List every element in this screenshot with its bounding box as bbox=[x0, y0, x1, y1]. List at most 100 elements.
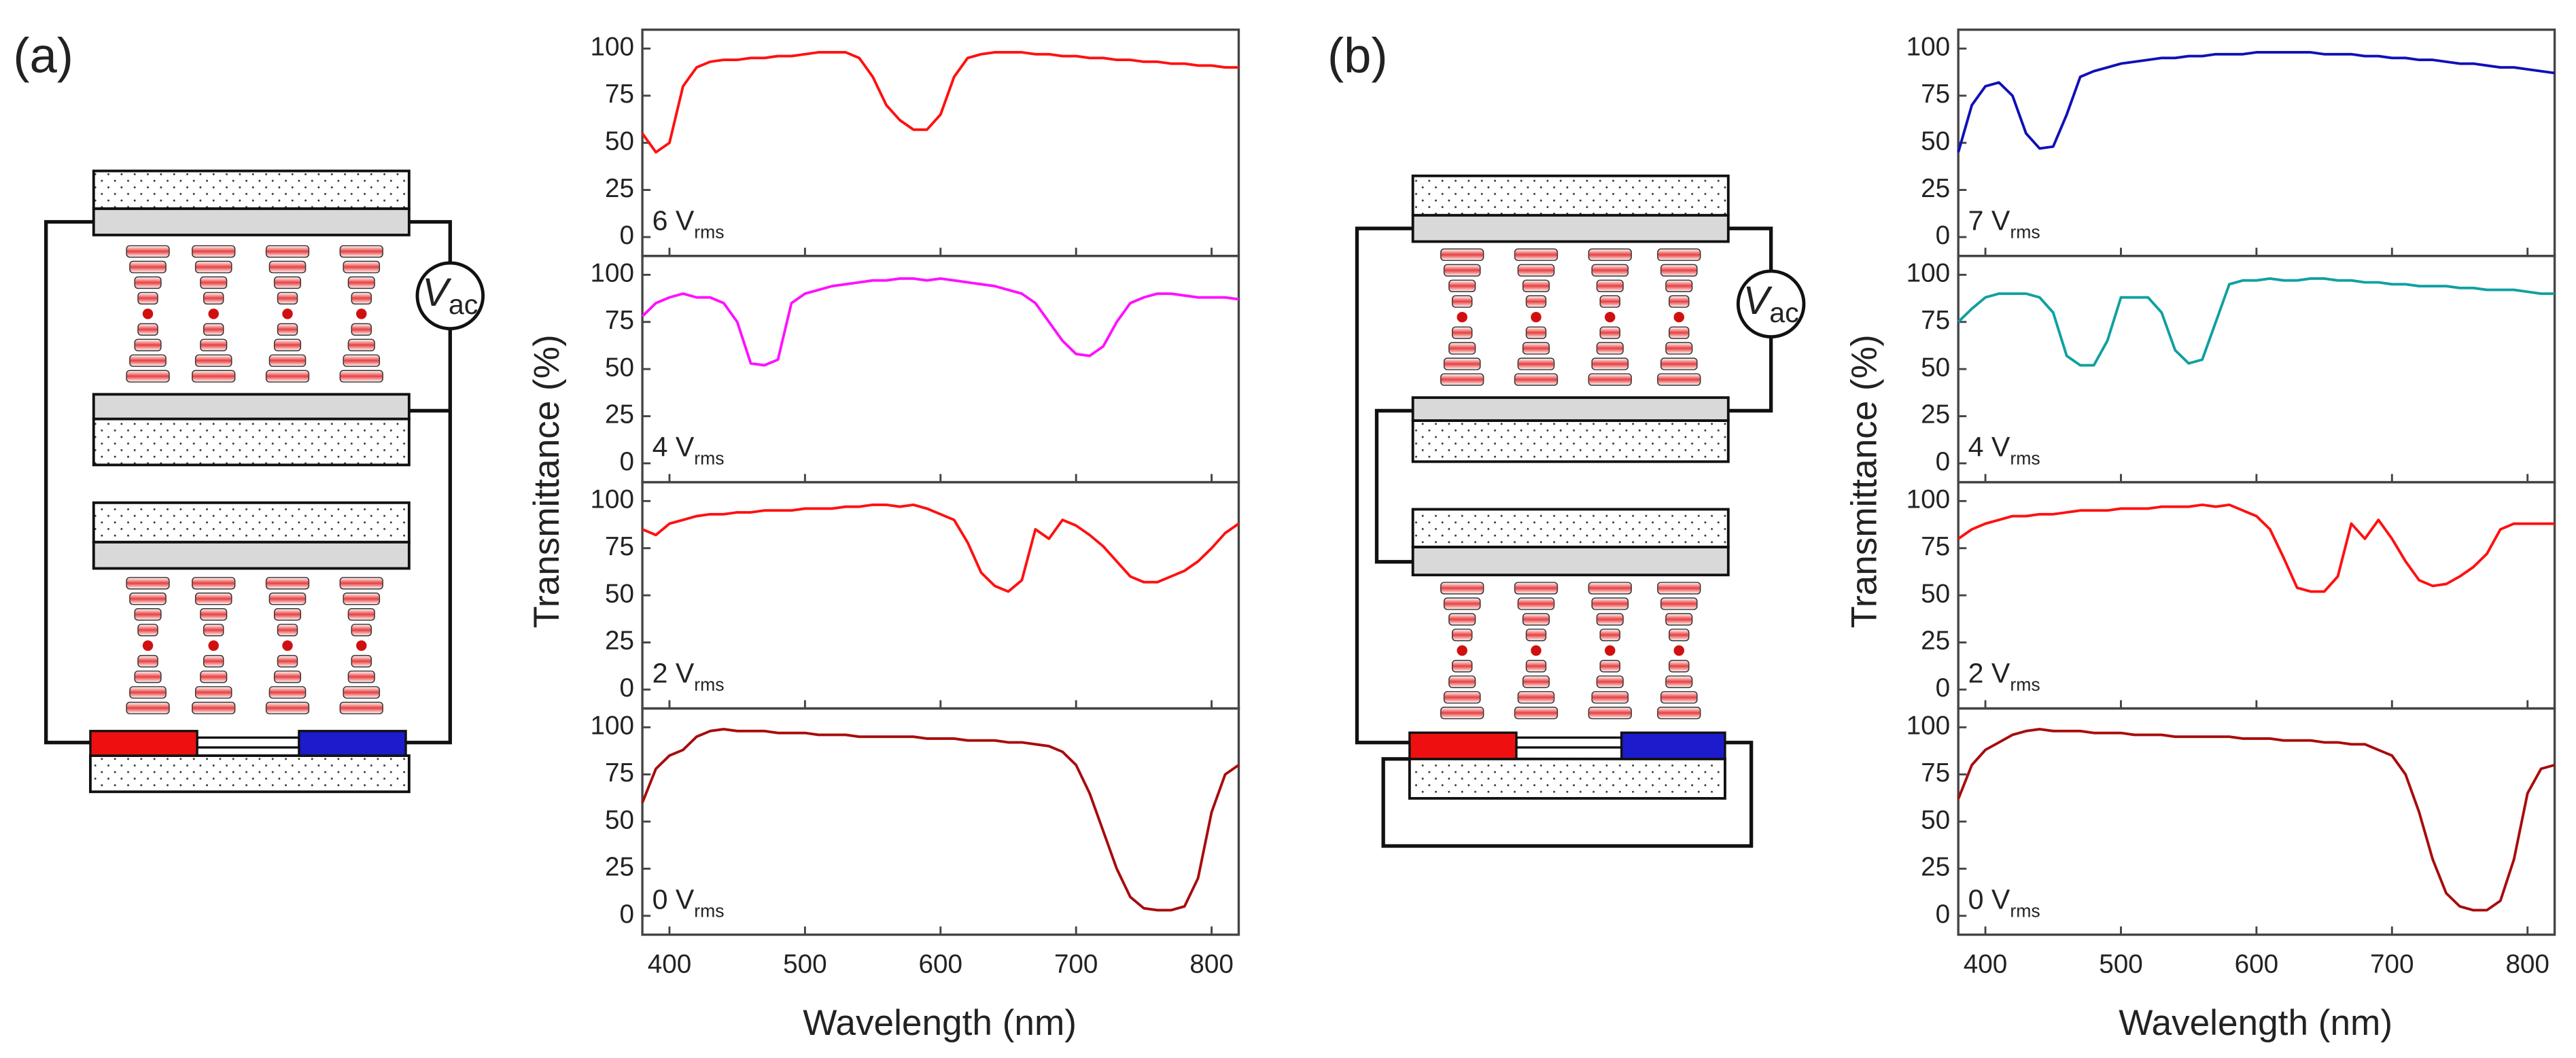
lc-dot bbox=[1673, 645, 1685, 656]
spectrum-line bbox=[641, 277, 1239, 367]
y-tick-label: 0 bbox=[1936, 673, 1951, 703]
lc-molecule bbox=[1443, 357, 1481, 370]
y-tick-label: 0 bbox=[1936, 221, 1951, 250]
electrode-layer bbox=[1411, 546, 1730, 577]
lc-dot bbox=[282, 640, 293, 651]
lc-molecule bbox=[203, 623, 224, 637]
lc-molecule bbox=[339, 577, 383, 590]
lc-molecule bbox=[268, 593, 307, 605]
lc-molecule bbox=[1669, 660, 1690, 673]
lc-dot bbox=[282, 308, 293, 319]
y-tick-label: 75 bbox=[1921, 306, 1950, 335]
lc-molecule bbox=[1657, 373, 1701, 386]
lc-molecule bbox=[273, 338, 302, 351]
lc-molecule bbox=[126, 701, 170, 715]
blue-electrode bbox=[298, 730, 407, 757]
lc-molecule bbox=[1522, 342, 1550, 355]
wire bbox=[406, 328, 452, 745]
wire bbox=[1355, 226, 1413, 745]
glass-substrate bbox=[1411, 508, 1730, 549]
lc-dot bbox=[356, 640, 367, 651]
plot-frame bbox=[641, 29, 1240, 258]
voltage-subscript: rms bbox=[694, 901, 724, 921]
y-tick-label: 0 bbox=[1936, 447, 1951, 476]
lc-molecule bbox=[129, 686, 167, 699]
lc-molecule bbox=[268, 354, 307, 367]
voltage-source bbox=[415, 261, 485, 331]
plot-frame bbox=[641, 707, 1240, 936]
red-electrode bbox=[1408, 731, 1518, 760]
lc-dot bbox=[1457, 645, 1467, 656]
lc-molecule bbox=[265, 701, 310, 715]
voltage-value: 2 V bbox=[652, 657, 695, 688]
y-tick-label: 0 bbox=[619, 900, 634, 929]
voltage-subscript: rms bbox=[694, 448, 724, 469]
source-symbol: V bbox=[422, 270, 452, 315]
panel-label: (a) bbox=[13, 29, 73, 84]
y-tick-label: 25 bbox=[605, 853, 634, 882]
source-subscript: ac bbox=[449, 289, 478, 320]
lc-dot bbox=[1457, 311, 1467, 323]
lc-molecule bbox=[200, 608, 228, 621]
lc-molecule bbox=[134, 670, 162, 684]
voltage-source bbox=[1736, 269, 1806, 339]
wire bbox=[1728, 336, 1773, 413]
y-tick-label: 75 bbox=[605, 306, 634, 335]
electrode-layer bbox=[92, 540, 411, 570]
lc-molecule bbox=[343, 593, 381, 605]
x-tick-label: 400 bbox=[648, 950, 692, 979]
lc-molecule bbox=[1596, 675, 1624, 688]
lc-molecule bbox=[347, 276, 375, 289]
voltage-annotation: 4 Vrms bbox=[652, 431, 725, 469]
lc-molecule bbox=[1588, 707, 1632, 720]
lc-molecule bbox=[1660, 597, 1698, 610]
glass-substrate bbox=[89, 754, 411, 794]
lc-molecule bbox=[265, 370, 310, 383]
glass-substrate bbox=[1411, 419, 1730, 463]
wire bbox=[44, 219, 94, 745]
y-axis-label: Transmittance (%) bbox=[527, 334, 567, 628]
voltage-annotation: 6 Vrms bbox=[652, 205, 725, 243]
panel-label: (b) bbox=[1327, 29, 1388, 84]
y-tick-label: 75 bbox=[1921, 758, 1950, 788]
lc-molecule bbox=[203, 323, 224, 336]
voltage-subscript: rms bbox=[2010, 448, 2040, 469]
lc-dot bbox=[1673, 311, 1685, 323]
lc-molecule bbox=[273, 276, 302, 289]
lc-molecule bbox=[343, 354, 381, 367]
y-tick-label: 0 bbox=[619, 221, 634, 250]
lc-molecule bbox=[1451, 660, 1473, 673]
y-tick-label: 0 bbox=[619, 447, 634, 476]
y-tick-label: 50 bbox=[605, 353, 634, 382]
lc-molecule bbox=[129, 354, 167, 367]
y-tick-label: 25 bbox=[605, 627, 634, 656]
lc-molecule bbox=[134, 608, 162, 621]
lc-molecule bbox=[1660, 691, 1698, 704]
lc-molecule bbox=[1669, 326, 1690, 339]
lc-molecule bbox=[1517, 357, 1555, 370]
y-tick-label: 25 bbox=[1921, 174, 1950, 203]
lc-molecule bbox=[1657, 582, 1701, 595]
lc-dot bbox=[208, 640, 219, 651]
x-axis-label: Wavelength (nm) bbox=[2119, 1003, 2392, 1043]
lc-molecule bbox=[203, 654, 224, 668]
y-tick-label: 100 bbox=[1907, 33, 1950, 62]
lc-molecule bbox=[1665, 613, 1693, 626]
voltage-value: 0 V bbox=[652, 883, 695, 915]
lc-molecule bbox=[1599, 629, 1620, 641]
plot-frame bbox=[641, 254, 1240, 484]
lc-molecule bbox=[1669, 629, 1690, 641]
y-tick-label: 75 bbox=[605, 758, 634, 788]
spectrum-line bbox=[642, 503, 1240, 593]
x-tick-label: 700 bbox=[2370, 950, 2414, 979]
lc-molecule bbox=[137, 292, 158, 305]
spectrum-line bbox=[641, 51, 1239, 154]
lc-molecule bbox=[1596, 342, 1624, 355]
lc-molecule bbox=[1440, 248, 1484, 262]
lc-molecule bbox=[1660, 264, 1698, 277]
lc-molecule bbox=[268, 686, 307, 699]
spectrum-line bbox=[641, 728, 1240, 912]
voltage-subscript: rms bbox=[2010, 222, 2040, 243]
lc-molecule bbox=[1588, 373, 1632, 386]
lc-molecule bbox=[347, 608, 375, 621]
